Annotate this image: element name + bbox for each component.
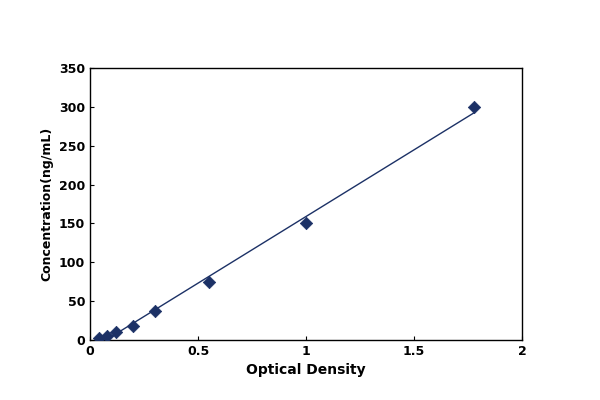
Point (150, 308, 160, 314)
Point (94, 335, 103, 342)
Y-axis label: Concentration(ng/mL): Concentration(ng/mL) (40, 127, 53, 281)
Point (470, 104, 479, 110)
Point (204, 278, 214, 285)
Point (301, 220, 311, 227)
Point (111, 329, 121, 336)
X-axis label: Optical Density: Optical Density (246, 364, 366, 378)
Point (103, 333, 112, 339)
Point (128, 323, 138, 329)
